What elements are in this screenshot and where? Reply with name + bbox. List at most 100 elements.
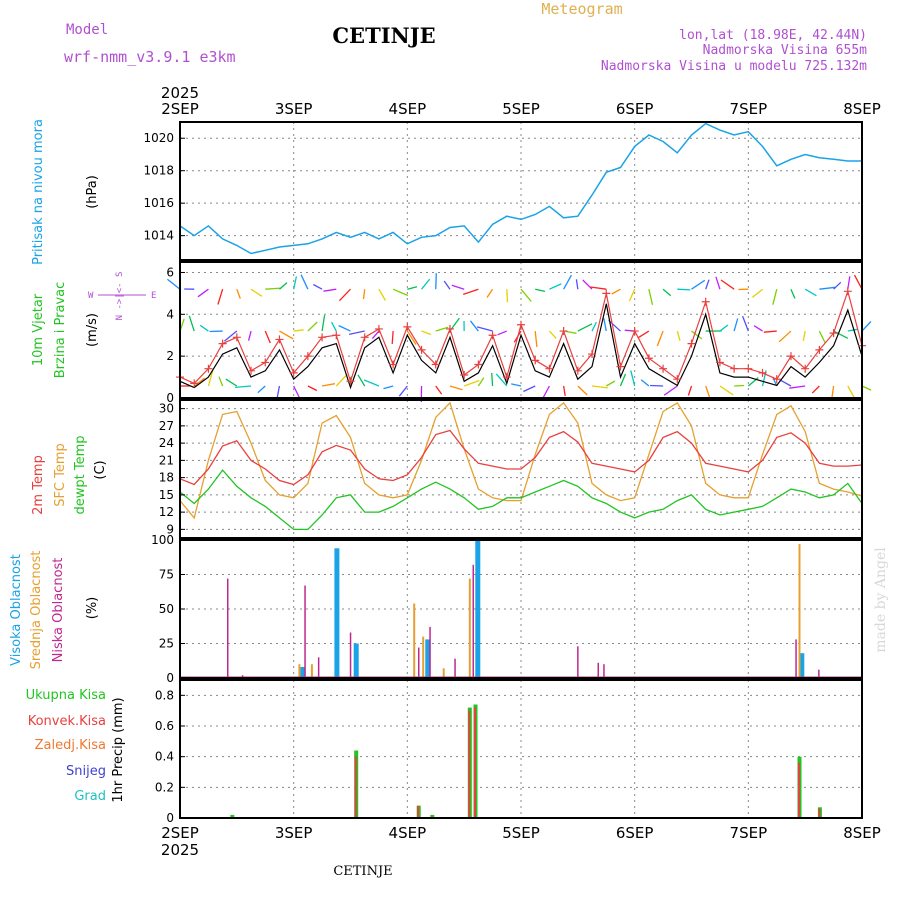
y-tick-label: 1018 — [143, 164, 174, 178]
wind-gust-marker — [460, 370, 469, 379]
wind-arrow — [847, 276, 851, 290]
wind-direction-arrows — [166, 273, 872, 403]
wind-arrow — [691, 279, 706, 290]
wind-arrow — [476, 326, 493, 332]
y-tick-label: 1020 — [143, 131, 174, 145]
wind-arrow — [535, 288, 546, 293]
wind-arrow — [575, 279, 579, 290]
y-tick-label: 75 — [159, 568, 174, 582]
wind-arrow — [279, 330, 294, 340]
wind-arrow — [778, 330, 792, 343]
wind-arrow — [307, 321, 318, 332]
svg-text:N ->|<- S: N ->|<- S — [115, 272, 125, 321]
wind-gust-marker — [531, 356, 540, 365]
high-cloud-bar — [353, 643, 359, 678]
wind-gust-marker — [374, 324, 383, 333]
wind-arrow — [398, 385, 408, 397]
wind-arrow — [486, 288, 494, 298]
wind-arrow — [563, 274, 572, 290]
high-cloud-bar — [475, 540, 481, 678]
wind-arrow — [676, 330, 681, 341]
wind-arrow — [590, 286, 607, 290]
y-tick-label: 15 — [159, 488, 174, 502]
wind-arrow — [348, 330, 365, 336]
y-tick-label: 50 — [159, 602, 174, 616]
low-cloud-bar — [304, 585, 306, 678]
wind-arrow — [804, 288, 817, 297]
wind-arrow — [790, 288, 796, 299]
y-tick-label: 0.4 — [155, 750, 174, 764]
wind-arrow — [362, 289, 366, 300]
wind-arrow — [335, 373, 348, 387]
high-cloud-bar — [425, 639, 431, 678]
date-label-bottom: 3SEP — [275, 824, 313, 842]
conv-precip-bar — [797, 762, 800, 818]
wind-gust-marker — [445, 324, 454, 333]
wind-title-2: Brzina i Pravac — [53, 282, 68, 379]
wind-arrow — [363, 379, 380, 387]
wind-arrow — [321, 315, 326, 332]
mid-cloud-bar — [442, 668, 445, 678]
temp-unit: (C) — [93, 460, 108, 479]
precip-hail-legend: Grad — [74, 789, 106, 804]
wind-gust-marker — [261, 358, 270, 367]
wind-gust-marker — [318, 333, 327, 342]
temp-sfc-title: SFC Temp — [53, 443, 68, 507]
wind-speed-line — [179, 303, 863, 390]
wind-arrow — [582, 279, 593, 290]
precip-frz-legend: Zaledj.Kisa — [35, 738, 106, 753]
mid-cloud-bar — [798, 544, 801, 678]
wind-arrow — [833, 281, 842, 290]
wind-gust-marker — [843, 287, 852, 296]
temp-dew-title: dewpt Temp — [73, 435, 88, 514]
total-precip-bar — [230, 814, 235, 818]
low-cloud-bar — [429, 626, 431, 678]
compass-rose: N ->|<- S W E — [88, 272, 156, 321]
wind-arrow — [650, 384, 664, 387]
coords-label: lon,lat (18.98E, 42.44N) — [679, 28, 867, 43]
wind-gust-marker — [644, 354, 653, 363]
dewpt-temp-line — [179, 469, 863, 531]
wind-gust-marker — [403, 322, 412, 331]
wind-arrow — [357, 374, 366, 387]
wind-gust-marker — [687, 339, 696, 348]
total-precip-bar — [430, 814, 435, 818]
wind-arrow — [338, 325, 351, 332]
wind-arrow — [463, 379, 480, 387]
precip-unit: 1hr Precip (mm) — [111, 697, 126, 802]
mid-cloud-bar — [468, 578, 471, 678]
wind-gust-marker — [701, 297, 710, 306]
wind-arrow — [861, 385, 872, 391]
y-tick-label: 0 — [166, 391, 174, 405]
wind-arrow — [753, 325, 763, 332]
wind-gust-marker — [474, 360, 483, 369]
wind-arrow — [831, 385, 835, 399]
wind-arrow — [648, 289, 654, 305]
product-title: Meteogram — [541, 0, 622, 18]
panel-frames — [179, 121, 863, 819]
wind-gust-marker — [218, 339, 227, 348]
wind-arrow — [577, 385, 588, 396]
low-cloud-bar — [818, 669, 820, 678]
temp-2m-line — [179, 429, 863, 486]
wind-gust-marker — [545, 364, 554, 373]
wind-arrow — [779, 379, 792, 387]
wind-arrow — [734, 384, 745, 387]
wind-arrow — [166, 278, 181, 290]
wind-arrow — [603, 318, 607, 332]
wind-arrow — [656, 330, 664, 347]
wind-arrow — [435, 385, 443, 395]
high-cloud-bar — [334, 548, 340, 678]
year-bottom: 2025 — [161, 841, 199, 859]
wind-arrow — [257, 385, 266, 394]
y-tick-label: 30 — [159, 402, 174, 416]
cloud-unit: (%) — [85, 597, 100, 620]
wind-arrow — [312, 283, 323, 290]
wind-arrow — [293, 276, 298, 290]
wind-arrow — [199, 324, 209, 332]
conv-precip-bar — [474, 707, 476, 818]
y-tick-label: 1014 — [143, 229, 174, 243]
wind-gust-marker — [602, 289, 611, 298]
wind-arrow — [853, 274, 863, 290]
wind-arrow — [495, 373, 508, 387]
